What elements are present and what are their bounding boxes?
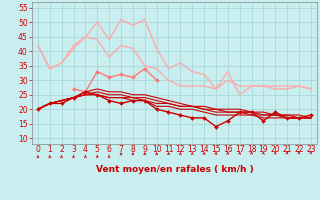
X-axis label: Vent moyen/en rafales ( km/h ): Vent moyen/en rafales ( km/h ) xyxy=(96,165,253,174)
